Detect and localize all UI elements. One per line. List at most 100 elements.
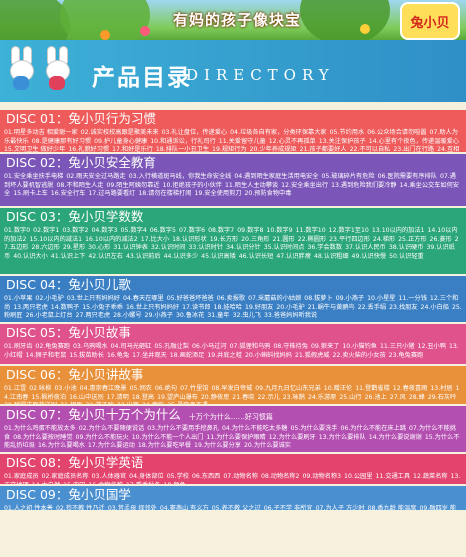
track-item: 23.出门在行路: [393, 146, 435, 152]
track-item: 05.玻璃碎片有危险: [321, 173, 375, 180]
track-item: 12.数字1至10: [328, 227, 369, 234]
track-item: 37.认识人民币: [345, 244, 386, 251]
track-item: 06.子不学 非所宜: [263, 505, 313, 510]
track-item: 17.和好是乐行: [112, 146, 153, 152]
track-item: 04.窦燕山 有义方: [159, 505, 209, 510]
disc-track-list: 01.安全乘坐扶手电梯 02.雨天安全过马路走 03.入行横道斑马线，你我生命安全线…: [0, 172, 466, 201]
track-item: 19.规矩行为: [212, 146, 247, 152]
track-item: 07.动物名称: [223, 473, 258, 480]
track-item: 01.明星多动吉 相爱聪一家: [4, 129, 78, 136]
disc-title-text: DISC 05：兔小贝故事: [6, 325, 131, 340]
track-item: 12.丑小鸭: [417, 343, 446, 350]
track-item: 07.竹里馆: [180, 385, 209, 392]
track-item: 06.为什么不能在床上跳: [340, 425, 406, 432]
track-item: 05.为什么要洗手: [290, 425, 338, 432]
disc-track-list: 01.数字0 02.数字1 03.数字2 04.数字3 05.数字4 06.数字5 07.数…: [0, 226, 466, 263]
track-item: 04.司马光砸缸: [110, 343, 152, 350]
track-item: 10.公园里: [344, 473, 373, 480]
track-item: 25.正方形: [398, 235, 427, 243]
track-item: 24.梯形: [372, 235, 396, 243]
disc-section: DISC 08：兔小贝学英语 01.家庭成员 02.家庭成员名称 03.人体器官 04.…: [0, 454, 466, 484]
track-item: 06.数字5: [149, 227, 176, 234]
disc-title: DISC 09：兔小贝国学: [0, 486, 466, 504]
track-item: 11.陌生人主动攀谈: [224, 181, 279, 189]
disc-title: DISC 06：兔小贝讲故事: [0, 366, 466, 384]
track-item: 27.两只老虎: [75, 312, 111, 319]
track-item: 28.六边形: [31, 244, 60, 251]
track-item: 23.龟兔赛跑: [388, 351, 424, 359]
track-item: 08.拔萝卜: [304, 295, 333, 302]
track-item: 08.不和陌生人走: [56, 181, 104, 189]
track-item: 16.食物名称: [88, 482, 123, 485]
track-item: 11.数字10: [295, 227, 326, 234]
track-item: 16.10以内的减法2: [85, 235, 138, 243]
track-item: 47.认识胖瘦: [276, 252, 311, 260]
track-item: 02.诚实校校高跟是聚美未来: [80, 129, 159, 136]
disc-section: DISC 01：兔小贝行为习惯 01.明星多动吉 相爱聪一家 02.诚实校校高跟是聚…: [0, 110, 466, 152]
track-item: 01.江雪: [4, 385, 27, 392]
track-item: 05.节约用水: [329, 129, 365, 136]
track-item: 10.小星星: [367, 295, 396, 302]
track-item: 02.龟兔赛跑: [35, 343, 70, 350]
track-item: 07.狐狸和乌鸦: [229, 343, 271, 350]
track-item: 04.惠崇春江晚景: [79, 385, 127, 392]
track-item: 12.为什么要刷牙: [268, 433, 316, 441]
track-item: 13.天文地理: [4, 473, 461, 484]
disc-title-text: DISC 07：兔小贝十万个为什么: [6, 407, 181, 422]
track-item: 19.长方形: [209, 235, 239, 243]
track-item: 12.安全乘坐出行: [281, 181, 329, 189]
flower-decoration: [140, 26, 150, 36]
track-item: 20.少年养成规矩: [249, 146, 297, 152]
track-item: 11.关爱留守儿童: [218, 137, 266, 145]
track-item: 16.礼貌好习惯: [68, 146, 110, 152]
track-item: 05.养不教 父之过: [211, 505, 261, 510]
track-item: 22.卖火柴的小女孩: [332, 351, 386, 359]
track-item: 26.菱形: [429, 235, 452, 243]
track-item: 09.陌生阿姨勿靠近: [106, 181, 160, 189]
track-item: 15.小兔子乖乖: [82, 303, 123, 311]
track-item: 11.三只小猪: [379, 343, 415, 350]
track-item: 01.数字0: [4, 227, 31, 234]
track-item: 28.蜂: [408, 393, 425, 401]
track-item: 19.望庐山瀑布: [157, 393, 198, 401]
banner-slogan: 有妈的孩子像块宝: [173, 11, 302, 29]
track-item: 09.狼来了: [310, 343, 340, 350]
track-item: 11.交通工具: [375, 473, 411, 480]
track-item: 04.为什么不能吃太多糖: [221, 425, 288, 432]
track-item: 08.动物名称2: [260, 473, 300, 480]
track-item: 18.登高: [131, 393, 155, 401]
track-item: 05.孔融让梨: [154, 343, 189, 350]
track-item: 02.家庭成员名称: [41, 473, 89, 480]
disc-title: DISC 02：兔小贝安全教育: [0, 154, 466, 172]
track-item: 31.相思: [60, 402, 82, 404]
track-item: 34.认识分针: [226, 244, 261, 251]
track-item: 18.排队一小丑卫生: [155, 146, 210, 152]
track-item: 13.为什么要排队: [318, 433, 366, 441]
disc-track-list: 01.明星多动吉 相爱聪一家 02.诚实校校高跟是聚美未来 03.礼让盘位，传递爱心…: [0, 128, 466, 152]
disc-title: DISC 03：兔小贝学数数: [0, 208, 466, 226]
track-item: 15.刷卡上车: [13, 190, 48, 197]
track-item: 02.为什么不要随便说话: [78, 425, 145, 432]
track-item: 14.大自然: [32, 482, 60, 485]
track-item: 05.数字4: [120, 227, 147, 234]
track-item: 11.登鹳雀楼: [355, 385, 390, 392]
track-item: 15.枫桥夜泊: [31, 393, 67, 401]
track-item: 38.认识硬币: [388, 244, 424, 251]
track-item: 14.心里有个夜色，传递温暖爱心: [368, 137, 459, 145]
track-item: 06.绝句: [154, 385, 178, 392]
track-item: 04.数字3: [91, 227, 118, 234]
track-item: 24.乐游原: [307, 393, 337, 401]
disc-section: DISC 07：兔小贝十万个为什么 十万个为什么……好习惯篇 01.为什么鸡蛋不能放…: [0, 406, 466, 452]
track-item: 16.世上只有妈妈好: [125, 303, 180, 311]
track-item: 15.拔苗助长: [69, 351, 104, 359]
track-item: 07.采蘑菇的小姑娘: [248, 295, 302, 302]
track-item: 18.画蛇添足: [169, 351, 205, 359]
track-item: 33.认识时针: [188, 244, 224, 251]
track-item: 08.为什么要按时睡觉: [13, 433, 73, 441]
track-item: 10.拒绝孩子的小伙伴: [162, 181, 222, 189]
track-item: 16.为什么要喝水: [37, 442, 85, 449]
track-item: 18.娃哈哈: [213, 303, 242, 311]
track-item: 10.和通诉讼，行礼司行: [150, 137, 216, 145]
disc-title-text: DISC 04：兔小贝儿歌: [6, 277, 131, 292]
disc-track-list: 01.为什么鸡蛋不能放太多 02.为什么不要随便说话 03.为什么不要用手挖鼻孔 04…: [0, 424, 466, 452]
